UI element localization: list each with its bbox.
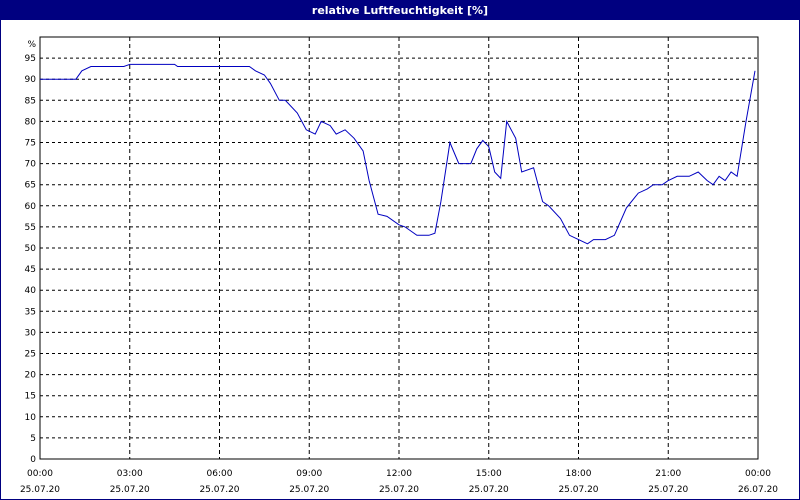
y-tick-label: 65 [25, 181, 36, 191]
chart-title: relative Luftfeuchtigkeit [%] [1, 1, 799, 20]
y-tick-label: 40 [25, 286, 37, 296]
x-tick-time: 09:00 [296, 469, 322, 479]
x-tick-date: 25.07.20 [289, 485, 329, 495]
x-tick-date: 26.07.20 [738, 485, 778, 495]
x-tick-date: 25.07.20 [558, 485, 598, 495]
y-tick-label: 35 [25, 307, 36, 317]
x-tick-time: 00:00 [745, 469, 771, 479]
y-tick-label: 25 [25, 350, 36, 360]
y-tick-label: 90 [25, 75, 37, 85]
y-tick-label: 10 [25, 413, 37, 423]
y-tick-label: 20 [25, 371, 37, 381]
x-tick-time: 00:00 [27, 469, 53, 479]
plot-area [39, 36, 759, 460]
x-tick-time: 06:00 [207, 469, 233, 479]
y-tick-label: 70 [25, 160, 37, 170]
y-tick-label: 50 [25, 244, 37, 254]
y-tick-label: 75 [25, 139, 36, 149]
x-axis-labels: 00:00 25.07.20 03:00 25.07.20 06:00 25.07.20 0… [20, 469, 778, 495]
y-axis-labels: 0 5 10 15 20 25 30 35 40 45 50 55 60 65 70 75 80 85 90 95% [25, 40, 37, 465]
humidity-series-line [40, 63, 756, 245]
x-tick-date: 25.07.20 [199, 485, 239, 495]
y-tick-label: 15 [25, 392, 36, 402]
x-tick-date: 25.07.20 [469, 485, 509, 495]
x-tick-time: 15:00 [476, 469, 502, 479]
x-tick-time: 12:00 [386, 469, 412, 479]
x-tick-date: 25.07.20 [20, 485, 60, 495]
y-axis-unit: % [27, 40, 36, 50]
y-tick-label: 85 [25, 96, 36, 106]
y-tick-label: 60 [25, 202, 37, 212]
x-tick-time: 03:00 [117, 469, 143, 479]
x-tick-time: 18:00 [566, 469, 592, 479]
x-tick-date: 25.07.20 [110, 485, 150, 495]
grid [40, 37, 758, 459]
y-tick-label: 5 [30, 434, 36, 444]
y-tick-label: 0 [30, 455, 36, 465]
x-tick-date: 25.07.20 [379, 485, 419, 495]
series-layer [40, 63, 756, 245]
x-tick-date: 25.07.20 [648, 485, 688, 495]
y-tick-label: 45 [25, 265, 36, 275]
y-tick-label: 55 [25, 223, 36, 233]
x-tick-time: 21:00 [655, 469, 681, 479]
y-tick-label: 80 [25, 117, 37, 127]
y-tick-label: 95 [25, 54, 36, 64]
y-tick-label: 30 [25, 328, 37, 338]
